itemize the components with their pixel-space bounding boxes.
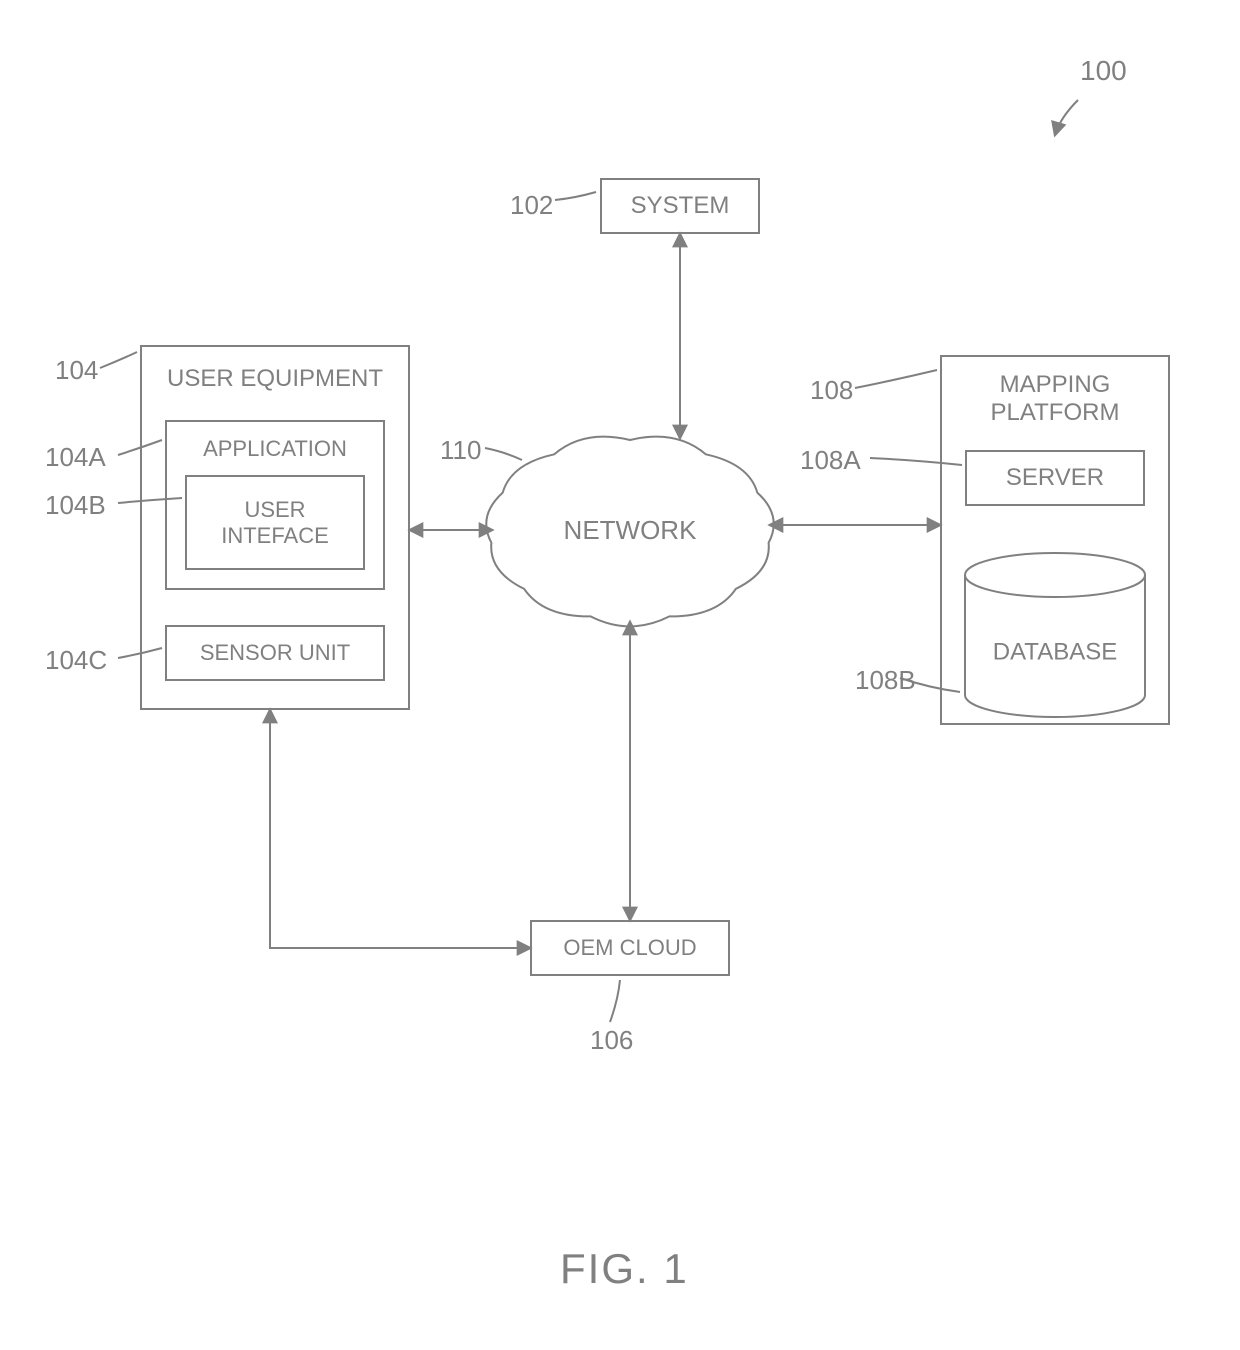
ref-110: 110 <box>440 435 481 466</box>
ref-104c: 104C <box>45 645 107 676</box>
ref-100: 100 <box>1080 55 1127 87</box>
network-label: NETWORK <box>564 515 698 545</box>
system-label: SYSTEM <box>631 192 730 220</box>
ref-106: 106 <box>590 1025 633 1056</box>
mapping-platform-label-1: MAPPING <box>942 371 1168 399</box>
system-box: SYSTEM <box>600 178 760 234</box>
mapping-platform-box: MAPPING PLATFORM <box>940 355 1170 725</box>
figure-caption: FIG. 1 <box>560 1245 689 1293</box>
user-interface-label-2: INTEFACE <box>221 523 329 548</box>
user-equipment-label: USER EQUIPMENT <box>142 365 408 393</box>
ref-102: 102 <box>510 190 553 221</box>
user-interface-box: USER INTEFACE <box>185 475 365 570</box>
server-label: SERVER <box>1006 464 1104 492</box>
ref-108a: 108A <box>800 445 861 476</box>
sensor-unit-box: SENSOR UNIT <box>165 625 385 681</box>
ref-104a: 104A <box>45 442 106 473</box>
server-box: SERVER <box>965 450 1145 506</box>
ref-108b: 108B <box>855 665 916 696</box>
ref-108: 108 <box>810 375 853 406</box>
sensor-unit-label: SENSOR UNIT <box>200 640 350 666</box>
oem-cloud-box: OEM CLOUD <box>530 920 730 976</box>
oem-cloud-label: OEM CLOUD <box>563 935 696 961</box>
mapping-platform-label-2: PLATFORM <box>942 399 1168 427</box>
user-interface-label-1: USER <box>244 497 305 522</box>
application-label: APPLICATION <box>167 436 383 462</box>
ref-104: 104 <box>55 355 98 386</box>
ref-104b: 104B <box>45 490 106 521</box>
diagram-canvas: SYSTEM USER EQUIPMENT APPLICATION USER I… <box>0 0 1240 1350</box>
